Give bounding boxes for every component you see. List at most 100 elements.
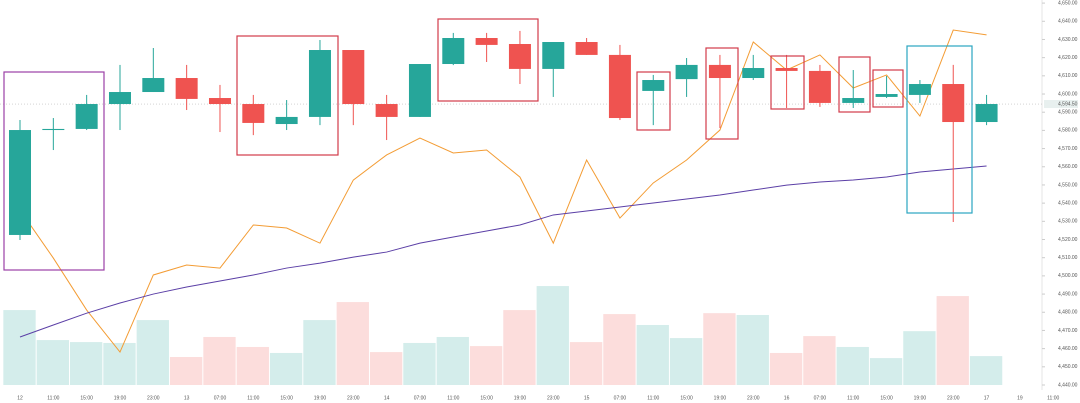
candle-body xyxy=(942,84,965,123)
y-tick-label: 4,570.00 xyxy=(1058,146,1078,152)
volume-bar xyxy=(203,336,236,385)
x-tick-label: 16 xyxy=(784,395,790,401)
candle-body xyxy=(542,42,565,69)
x-tick-label: 15:00 xyxy=(480,395,493,401)
x-tick-label: 23:00 xyxy=(747,395,760,401)
x-tick-label: 15:00 xyxy=(880,395,893,401)
candle-body xyxy=(475,38,498,45)
candle-body xyxy=(242,104,265,123)
x-tick-label: 15 xyxy=(584,395,590,401)
y-tick-label: 4,440.00 xyxy=(1058,382,1078,388)
candle-body xyxy=(9,130,31,235)
volume-bar xyxy=(669,338,703,385)
x-tick-label: 15:00 xyxy=(280,395,293,401)
box xyxy=(705,47,739,140)
volume-bar xyxy=(369,352,403,385)
candle-body xyxy=(442,38,465,65)
last-price-label: 4,594.50 xyxy=(1058,101,1078,107)
overlay-line xyxy=(19,165,987,338)
volume-bar xyxy=(569,342,603,385)
candle-body xyxy=(342,50,365,105)
candle-body xyxy=(375,104,398,117)
volume-bar xyxy=(803,336,836,385)
candle-body xyxy=(675,64,698,80)
volume-bar xyxy=(69,342,103,385)
y-tick-label: 4,590.00 xyxy=(1058,110,1078,116)
volume-bar xyxy=(469,346,503,385)
candle-body xyxy=(775,68,798,71)
candle-body xyxy=(208,98,231,105)
x-tick-label: 07:00 xyxy=(414,395,427,401)
candle-body xyxy=(875,94,898,97)
y-tick-label: 4,530.00 xyxy=(1058,219,1078,225)
y-tick-label: 4,460.00 xyxy=(1058,346,1078,352)
candle-body xyxy=(608,54,631,119)
volume-bar xyxy=(36,340,69,385)
y-tick-label: 4,450.00 xyxy=(1058,364,1078,370)
y-tick-label: 4,540.00 xyxy=(1058,200,1078,206)
volume-bar xyxy=(136,320,169,385)
candle-body xyxy=(108,92,131,105)
x-tick-label: 14 xyxy=(384,395,390,401)
x-tick-label: 19:00 xyxy=(114,395,127,401)
x-tick-label: 23:00 xyxy=(347,395,360,401)
x-tick-label: 07:00 xyxy=(614,395,627,401)
x-tick-label: 19:00 xyxy=(314,395,327,401)
volume-bar xyxy=(736,314,769,385)
x-tick-label: 23:00 xyxy=(947,395,960,401)
x-tick-label: 19:00 xyxy=(714,395,727,401)
candle-body xyxy=(142,78,165,93)
candle-body xyxy=(575,42,598,55)
box xyxy=(872,69,904,108)
candle-body xyxy=(708,64,731,79)
volume-bar xyxy=(436,336,469,385)
volume-bar xyxy=(336,302,369,385)
box xyxy=(236,35,339,156)
volume-bar xyxy=(3,310,36,385)
box xyxy=(770,55,805,110)
volume-bar xyxy=(903,331,936,385)
volume-bar xyxy=(303,320,336,385)
x-tick-label: 23:00 xyxy=(147,395,160,401)
box xyxy=(838,56,871,113)
x-tick-label: 13 xyxy=(184,395,190,401)
y-tick-label: 4,560.00 xyxy=(1058,164,1078,170)
volume-bar xyxy=(603,314,636,385)
volume-bar xyxy=(103,342,136,385)
y-tick-label: 4,550.00 xyxy=(1058,182,1078,188)
y-tick-label: 4,480.00 xyxy=(1058,310,1078,316)
x-tick-label: 17 xyxy=(984,395,990,401)
y-tick-label: 4,650.00 xyxy=(1058,0,1078,6)
volume-bar xyxy=(769,352,803,385)
volume-bar xyxy=(836,346,869,385)
y-tick-label: 4,500.00 xyxy=(1058,273,1078,279)
candle-body xyxy=(75,104,98,129)
y-tick-label: 4,470.00 xyxy=(1058,328,1078,334)
x-tick-label: 23:00 xyxy=(547,395,560,401)
candle-body xyxy=(908,84,931,95)
price-tag xyxy=(1044,100,1078,109)
candle-body xyxy=(275,116,298,125)
x-tick-label: 12 xyxy=(17,395,23,401)
x-tick-label: 07:00 xyxy=(814,395,827,401)
x-tick-label: 11:00 xyxy=(247,395,259,401)
overlay-line xyxy=(19,29,987,354)
x-tick-label: 19 xyxy=(1017,395,1023,401)
volume-bar xyxy=(636,324,669,385)
box xyxy=(437,18,539,102)
volume-bar xyxy=(536,286,569,385)
candle-body xyxy=(642,80,665,91)
volume-bar xyxy=(269,352,303,385)
candle-body xyxy=(808,70,831,103)
candle-body xyxy=(42,128,65,131)
x-tick-label: 11:00 xyxy=(447,395,459,401)
candle-body xyxy=(175,78,198,99)
box xyxy=(906,45,973,214)
y-tick-label: 4,510.00 xyxy=(1058,255,1078,261)
x-tick-label: 11:00 xyxy=(847,395,859,401)
volume-bar xyxy=(403,342,436,385)
candle-body xyxy=(308,50,331,117)
y-tick-label: 4,580.00 xyxy=(1058,128,1078,134)
